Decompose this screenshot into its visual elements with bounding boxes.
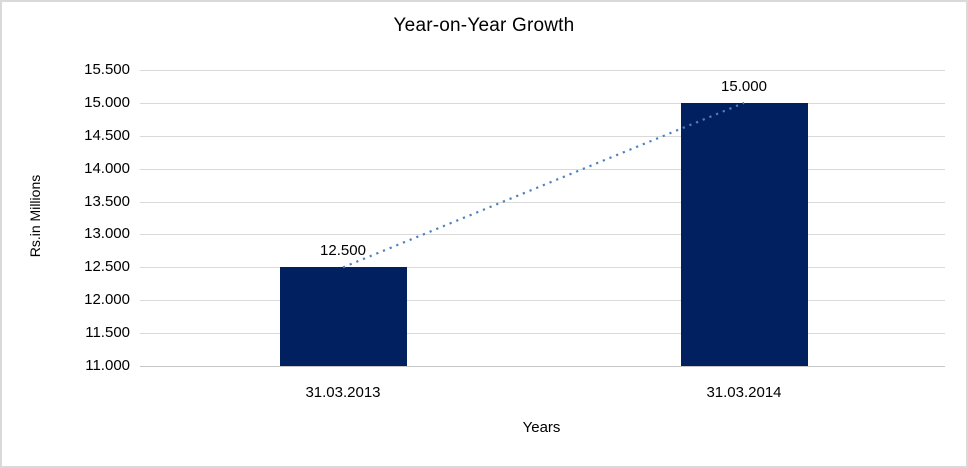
chart-title: Year-on-Year Growth (393, 15, 575, 36)
gridline (140, 136, 945, 137)
y-tick-label: 14.000 (84, 160, 130, 177)
gridline (140, 267, 945, 268)
bar-value-label: 15.000 (721, 77, 767, 95)
y-tick-label: 15.500 (84, 61, 130, 78)
gridline (140, 202, 945, 203)
y-tick-label: 12.000 (84, 291, 130, 308)
x-axis-line (140, 366, 945, 367)
gridline (140, 333, 945, 334)
gridline (140, 234, 945, 235)
y-tick-label: 13.500 (84, 193, 130, 210)
gridline (140, 169, 945, 170)
gridline (140, 103, 945, 104)
y-tick-label: 14.500 (84, 127, 130, 144)
y-axis-title: Rs.in Millions (27, 174, 43, 258)
y-tick-label: 11.000 (85, 357, 130, 374)
y-tick-label: 13.000 (84, 225, 130, 242)
x-axis-title: Years (522, 419, 561, 436)
bar-31.03.2014 (680, 102, 808, 366)
bar-value-label: 12.500 (320, 242, 366, 260)
gridline (140, 70, 945, 71)
y-tick-label: 15.000 (84, 94, 130, 111)
y-tick-label: 11.500 (85, 324, 130, 341)
category-label: 31.03.2014 (706, 384, 782, 401)
gridline (140, 300, 945, 301)
category-label: 31.03.2013 (305, 384, 381, 401)
bar-31.03.2013 (279, 267, 407, 366)
y-tick-label: 12.500 (84, 258, 130, 275)
